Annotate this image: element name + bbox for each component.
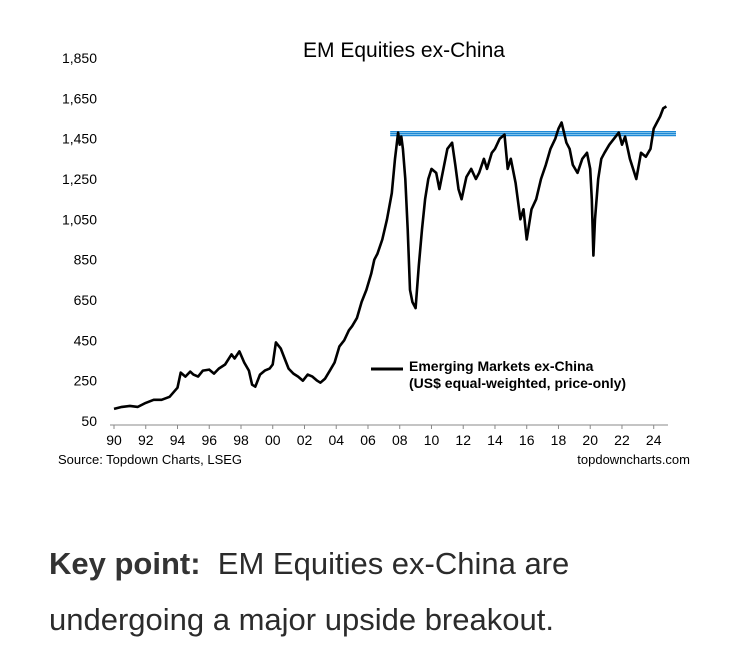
y-tick-label: 1,650 [62,90,97,106]
y-tick-label: 50 [81,413,97,429]
key-point-text: EM Equities ex-China are undergoing a ma… [49,546,570,637]
x-tick-label: 08 [392,432,408,448]
series-line-em-ex-china [113,105,668,411]
legend: Emerging Markets ex-China (US$ equal-wei… [371,358,626,391]
chart: EM Equities ex-China 1,850 1,650 1,450 1,25… [58,39,690,467]
x-tick-label: 98 [233,432,249,448]
resistance-band [390,131,676,137]
x-tick-label: 22 [614,432,630,448]
y-tick-label: 850 [74,252,98,268]
y-tick-label: 1,050 [62,211,97,227]
x-tick-label: 12 [455,432,471,448]
key-point-caption: Key point: EM Equities ex-China are unde… [49,536,729,648]
x-tick-label: 90 [106,432,122,448]
x-tick-label: 10 [424,432,440,448]
x-tick-label: 18 [551,432,567,448]
x-tick-label: 00 [265,432,281,448]
x-tick-label: 02 [297,432,313,448]
x-tick-label: 92 [138,432,154,448]
y-tick-label: 650 [74,292,98,308]
credit-note: topdowncharts.com [577,452,690,467]
x-tick-label: 20 [582,432,598,448]
x-tick-label: 04 [328,432,344,448]
y-tick-label: 1,850 [62,50,97,66]
x-tick-label: 16 [519,432,535,448]
x-tick-label: 94 [170,432,186,448]
y-tick-label: 250 [74,373,98,389]
y-tick-label: 1,250 [62,171,97,187]
legend-sublabel: (US$ equal-weighted, price-only) [409,375,626,391]
x-tick-label: 14 [487,432,503,448]
x-tick-label: 96 [201,432,217,448]
y-tick-label: 450 [74,332,98,348]
source-note: Source: Topdown Charts, LSEG [58,452,242,467]
legend-label: Emerging Markets ex-China [409,358,594,374]
y-axis: 1,850 1,650 1,450 1,250 1,050 850 650 450 250 50 [62,50,97,429]
chart-title: EM Equities ex-China [303,39,505,62]
x-axis: 90 92 94 96 98 00 02 04 06 08 10 12 14 16 18 20 22 24 [106,425,662,448]
y-tick-label: 1,450 [62,131,97,147]
x-tick-label: 06 [360,432,376,448]
key-point-label: Key point: [49,546,201,581]
x-tick-label: 24 [646,432,662,448]
